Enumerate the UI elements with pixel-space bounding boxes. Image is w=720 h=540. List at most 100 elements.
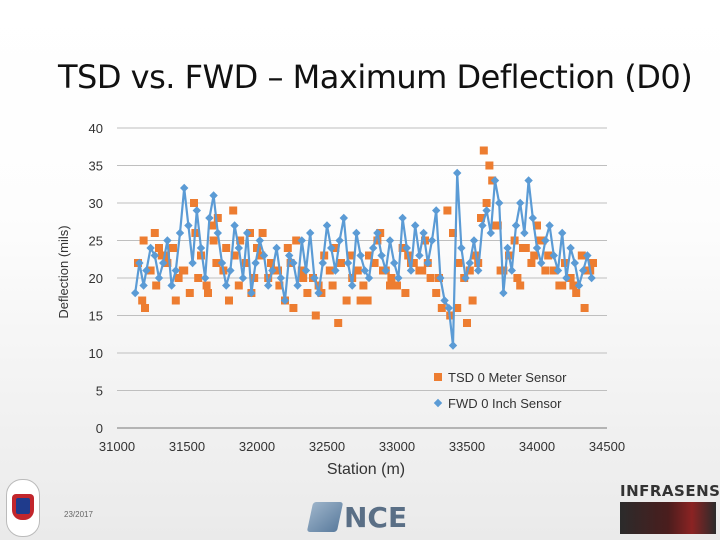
data-point — [328, 281, 337, 290]
data-point — [496, 266, 505, 275]
data-point — [527, 259, 536, 267]
data-point — [299, 274, 308, 282]
data-point — [377, 251, 386, 260]
data-point — [289, 304, 298, 312]
data-point — [346, 251, 355, 260]
data-point — [465, 258, 474, 268]
legend-label: TSD 0 Meter Sensor — [448, 370, 567, 385]
x-axis-label: Station (m) — [327, 461, 405, 478]
data-point — [516, 198, 525, 208]
data-point — [558, 281, 567, 290]
legend-marker — [434, 373, 442, 381]
data-point — [381, 266, 390, 275]
data-point — [272, 243, 281, 253]
data-point — [268, 266, 277, 275]
data-point — [251, 258, 260, 268]
data-point — [157, 251, 166, 260]
legend-label: FWD 0 Inch Sensor — [448, 396, 562, 411]
data-point — [213, 214, 222, 222]
data-point — [174, 274, 183, 282]
legend: TSD 0 Meter Sensor FWD 0 Inch Sensor — [433, 370, 567, 411]
y-tick-label: 0 — [96, 421, 103, 436]
data-point — [234, 243, 243, 253]
data-point — [574, 281, 584, 290]
y-tick-label: 5 — [96, 384, 103, 399]
data-point — [495, 198, 504, 208]
data-point — [448, 341, 458, 350]
series-line — [134, 172, 593, 346]
y-tick-label: 30 — [89, 196, 103, 211]
scatter-chart: 0 5 10 15 20 25 30 35 40 31000 31500 32000 32500 330… — [56, 121, 625, 478]
data-point — [363, 296, 372, 305]
data-point — [558, 228, 567, 238]
nce-logo: NCE — [306, 500, 414, 534]
data-point — [365, 251, 373, 260]
data-point — [343, 258, 353, 268]
data-point — [453, 168, 462, 178]
data-point — [549, 251, 558, 260]
gridlines — [117, 127, 607, 429]
y-tick-label: 25 — [89, 234, 103, 249]
data-point — [259, 251, 269, 260]
data-point — [373, 236, 382, 245]
data-point — [322, 221, 332, 230]
data-point — [171, 266, 180, 275]
data-point — [553, 266, 563, 275]
data-point — [474, 266, 483, 275]
data-point — [292, 236, 301, 245]
data-point — [579, 266, 588, 275]
data-point — [154, 273, 164, 283]
data-point — [339, 213, 348, 223]
data-point — [485, 161, 494, 170]
data-point — [212, 259, 221, 267]
data-point — [283, 244, 292, 252]
data-point — [310, 273, 319, 283]
data-point — [178, 266, 187, 275]
data-point — [226, 266, 235, 275]
data-point — [411, 221, 420, 230]
data-point — [370, 259, 379, 267]
data-point — [528, 213, 537, 223]
footer-date: 23/2017 — [64, 510, 93, 519]
data-point — [449, 229, 457, 237]
data-point — [163, 236, 172, 245]
data-point — [327, 243, 336, 253]
data-point — [406, 266, 416, 275]
data-point — [453, 304, 462, 312]
data-point — [580, 304, 589, 312]
data-point — [159, 258, 168, 268]
data-point — [196, 243, 206, 253]
data-point — [334, 319, 343, 327]
data-point — [194, 274, 203, 282]
data-point — [139, 236, 148, 245]
data-point — [524, 176, 533, 185]
data-point — [255, 236, 264, 245]
data-point — [325, 266, 334, 275]
data-point — [530, 251, 539, 260]
data-point — [537, 258, 546, 268]
data-point — [469, 236, 479, 245]
data-point — [150, 251, 159, 260]
data-point — [516, 281, 525, 290]
data-point — [138, 296, 147, 305]
data-point — [135, 258, 144, 268]
data-point — [169, 244, 177, 252]
data-point — [513, 274, 522, 282]
data-point — [477, 214, 485, 222]
data-point — [204, 289, 212, 297]
slide-title: TSD vs. FWD – Maximum Deflection (D0) — [58, 58, 693, 96]
data-point — [131, 288, 140, 298]
data-point — [468, 296, 477, 305]
data-point — [356, 251, 365, 260]
data-point — [276, 273, 285, 283]
data-point — [491, 221, 499, 230]
data-point — [437, 304, 446, 312]
data-point — [208, 221, 217, 230]
data-point — [432, 206, 441, 215]
data-point — [306, 228, 315, 238]
data-point — [311, 311, 320, 320]
data-point — [519, 244, 527, 252]
data-point — [385, 236, 395, 245]
nce-logo-text: NCE — [344, 500, 408, 534]
data-point — [289, 258, 298, 268]
